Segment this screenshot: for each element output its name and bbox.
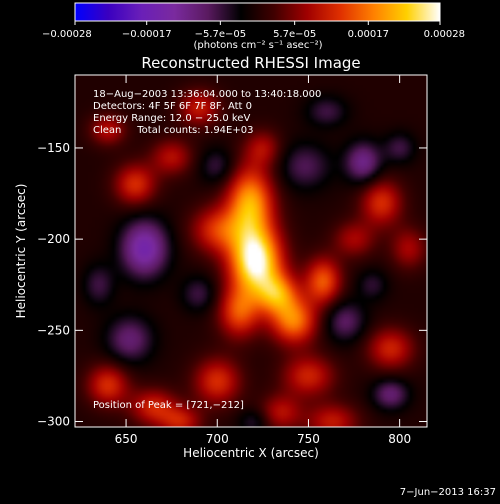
x-axis-ticks: 650 700 750 800	[115, 75, 411, 446]
y-tick-label: −300	[37, 415, 70, 429]
chart-title: Reconstructed RHESSI Image	[141, 54, 360, 72]
footer-date: 7−Jun−2013 16:37	[400, 487, 496, 498]
x-tick-label: 750	[297, 432, 320, 446]
x-tick-label: 650	[115, 432, 138, 446]
colorbar-tick-label: −0.00017	[122, 29, 172, 40]
colorbar-tick-label: 0.00017	[348, 29, 389, 40]
colorbar-unit-label: (photons cm⁻² s⁻¹ asec⁻²)	[193, 40, 322, 51]
plot-frame	[74, 74, 428, 428]
colorbar-tick-label: −0.00028	[42, 29, 92, 40]
heatmap-image	[75, 75, 427, 427]
colorbar-ticks: −0.00028 −0.00017 −5.7e−05 5.7e−05 0.00017 0.…	[42, 21, 465, 40]
annotation-time: 18−Aug−2003 13:36:04.000 to 13:40:18.000	[93, 89, 321, 100]
y-tick-label: −150	[37, 141, 70, 155]
y-axis-label: Heliocentric Y (arcsec)	[14, 184, 28, 319]
colorbar-tick-label: 5.7e−05	[273, 29, 316, 40]
y-axis-ticks: −150 −200 −250 −300	[37, 141, 427, 429]
colorbar	[74, 2, 441, 22]
x-axis-label: Heliocentric X (arcsec)	[183, 446, 319, 460]
colorbar-tick-label: 0.00028	[424, 29, 465, 40]
y-tick-label: −250	[37, 323, 70, 337]
annotation-clean: Clean Total counts: 1.94E+03	[93, 125, 253, 136]
annotation-detectors: Detectors: 4F 5F 6F 7F 8F, Att 0	[93, 101, 252, 112]
annotation-peak: Position of Peak = [721,−212]	[93, 400, 244, 411]
y-tick-label: −200	[37, 232, 70, 246]
colorbar-tick-label: −5.7e−05	[195, 29, 247, 40]
annotation-energy: Energy Range: 12.0 − 25.0 keV	[93, 113, 250, 124]
x-tick-label: 800	[388, 432, 411, 446]
x-tick-label: 700	[206, 432, 229, 446]
